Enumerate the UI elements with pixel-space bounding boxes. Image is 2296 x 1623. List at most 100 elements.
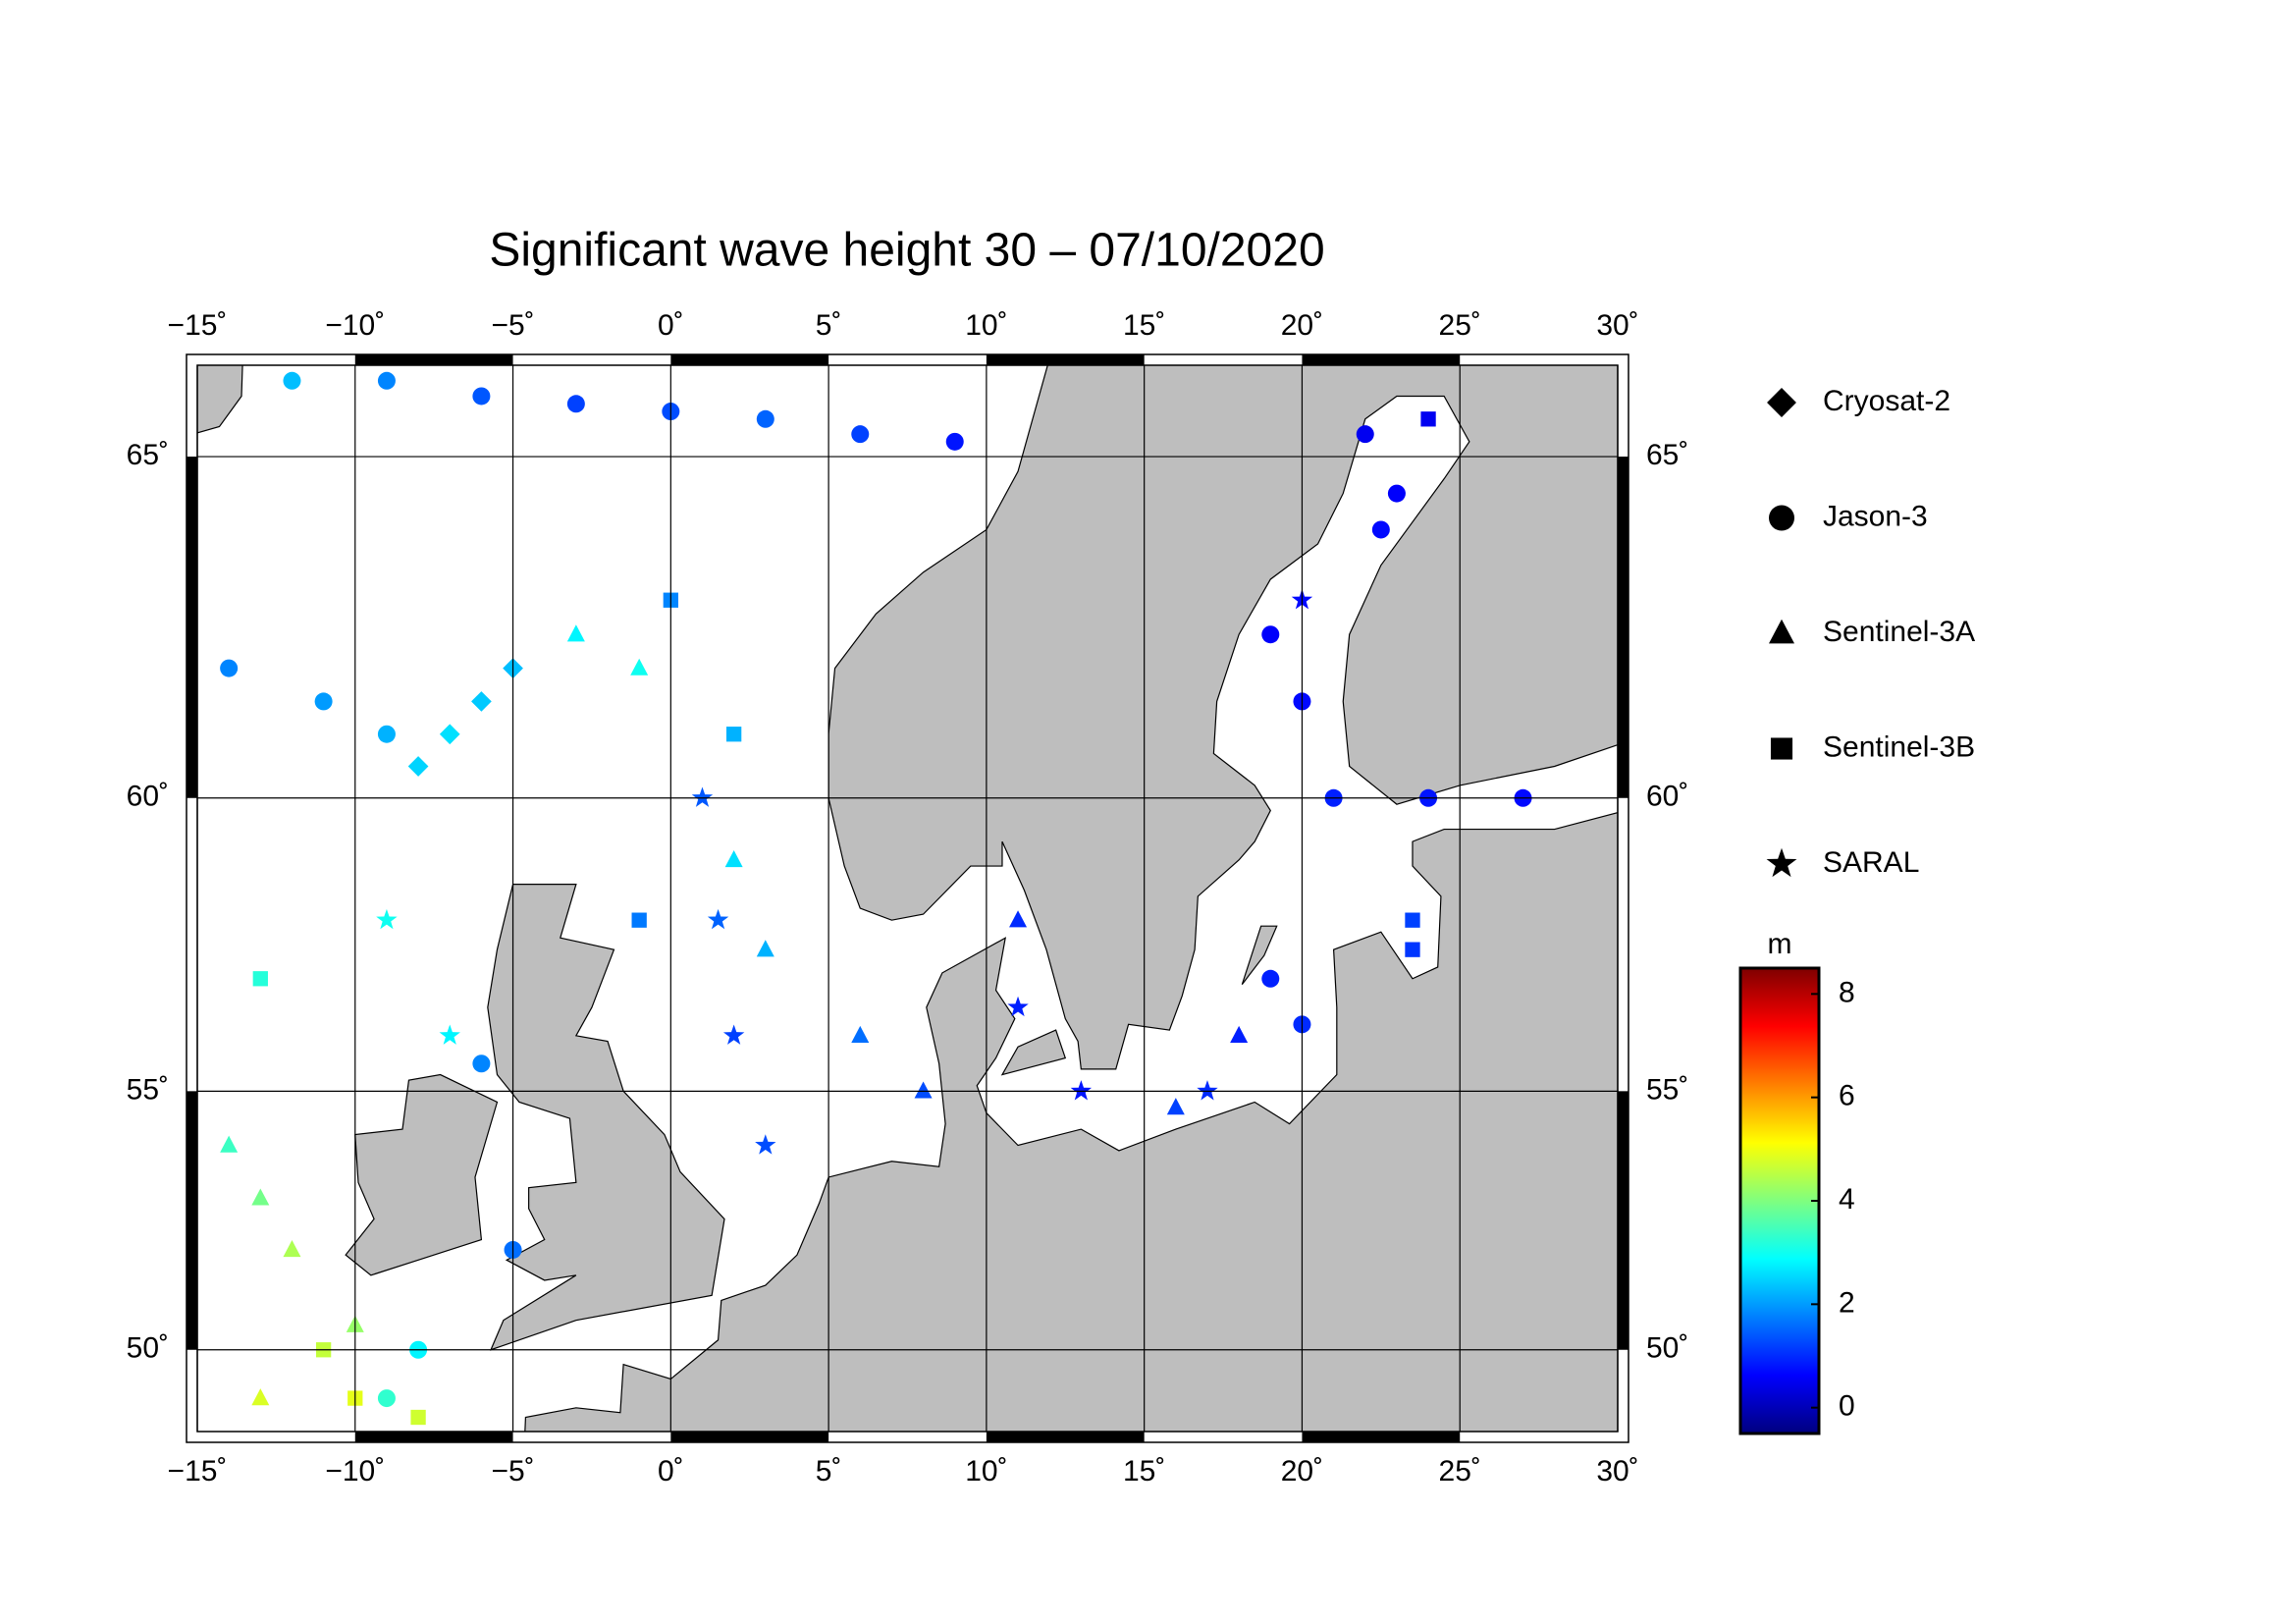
x-tick-label: 5˚ <box>816 1455 842 1488</box>
data-point <box>251 1188 270 1206</box>
data-point <box>722 1024 745 1045</box>
frame-bar <box>670 354 829 365</box>
landmass <box>487 883 725 1351</box>
data-point <box>439 1024 460 1045</box>
data-point <box>1371 520 1390 539</box>
frame-bar <box>1618 457 1629 798</box>
y-tick-label: 60˚ <box>127 781 169 813</box>
y-tick-label: 55˚ <box>127 1073 169 1106</box>
legend-label: Cryosat-2 <box>1823 385 1950 417</box>
data-point <box>724 849 743 868</box>
data-point <box>252 971 268 987</box>
frame-border <box>186 353 1629 1443</box>
data-point <box>1070 1080 1093 1101</box>
map-border <box>196 364 1619 1433</box>
y-tick-label: 55˚ <box>1646 1073 1688 1106</box>
data-point <box>566 395 585 413</box>
data-point <box>1405 942 1420 957</box>
x-tick-label: 0˚ <box>658 309 684 342</box>
y-tick-label: 60˚ <box>1646 781 1688 813</box>
landmass <box>1000 1029 1067 1076</box>
data-point <box>1230 1025 1249 1044</box>
data-point <box>283 371 301 390</box>
data-point <box>566 624 585 642</box>
data-point <box>439 724 460 745</box>
legend-marker <box>1770 737 1793 760</box>
frame-bar <box>354 1432 513 1442</box>
data-point <box>283 1240 301 1258</box>
frame-bar <box>1618 1091 1629 1350</box>
x-tick-label: −5˚ <box>491 309 534 342</box>
data-point <box>691 786 714 807</box>
data-point <box>631 912 647 928</box>
data-point <box>1166 1098 1185 1115</box>
data-point <box>1387 484 1406 503</box>
x-tick-label: −15˚ <box>168 1455 228 1488</box>
legend-marker <box>1769 619 1794 644</box>
data-point <box>472 387 491 406</box>
x-tick-label: 10˚ <box>965 309 1007 342</box>
data-point <box>251 1388 270 1406</box>
land <box>197 365 1618 1432</box>
data-point <box>1356 425 1374 444</box>
frame-bar <box>1302 354 1461 365</box>
data-point <box>755 1134 776 1155</box>
data-point <box>1261 969 1280 988</box>
frame-bar <box>187 457 197 798</box>
y-tick-label: 65˚ <box>127 439 169 471</box>
data-point <box>756 940 774 957</box>
frame-bar <box>986 1432 1145 1442</box>
data-point <box>1261 625 1280 644</box>
x-tick-label: −5˚ <box>491 1455 534 1488</box>
data-point <box>1007 996 1029 1017</box>
x-tick-label: 25˚ <box>1439 1455 1481 1488</box>
colorbar <box>1738 966 1821 1435</box>
legend-label: Sentinel-3B <box>1823 730 1975 763</box>
data-point <box>630 658 649 676</box>
x-tick-label: 20˚ <box>1281 1455 1323 1488</box>
x-tick-label: 30˚ <box>1596 309 1638 342</box>
landmass <box>197 365 243 434</box>
legend-marker <box>1766 847 1797 878</box>
data-point <box>756 409 774 428</box>
x-tick-label: 5˚ <box>816 309 842 342</box>
x-tick-label: −10˚ <box>325 309 385 342</box>
data-point <box>471 691 492 712</box>
data-point <box>707 908 729 930</box>
data-point <box>1420 411 1436 427</box>
data-point <box>407 756 429 777</box>
data-point <box>220 659 239 677</box>
frame-bar <box>187 1091 197 1350</box>
data-point <box>410 1409 426 1426</box>
x-tick-label: 15˚ <box>1123 309 1165 342</box>
y-tick-label: 65˚ <box>1646 439 1688 471</box>
data-point <box>314 692 333 711</box>
legend-label: Sentinel-3A <box>1823 616 1975 648</box>
data-point <box>1405 912 1420 928</box>
data-point <box>377 371 396 390</box>
data-point <box>220 1135 239 1153</box>
x-tick-label: −10˚ <box>325 1455 385 1488</box>
data-point <box>377 1389 396 1408</box>
y-tick-label: 50˚ <box>127 1332 169 1365</box>
frame-bar <box>986 354 1145 365</box>
colorbar-tick-label: 2 <box>1839 1286 1855 1319</box>
colorbar-tick-label: 8 <box>1839 976 1855 1008</box>
data-point <box>914 1081 933 1099</box>
x-tick-label: 20˚ <box>1281 309 1323 342</box>
data-point <box>851 425 870 444</box>
landmass <box>1241 925 1278 986</box>
x-tick-label: 25˚ <box>1439 309 1481 342</box>
legend-label: Jason-3 <box>1823 500 1928 532</box>
data-point <box>725 727 742 742</box>
data-point <box>945 432 964 451</box>
y-tick-label: 50˚ <box>1646 1332 1688 1365</box>
chart-title: Significant wave height 30 – 07/10/2020 <box>489 225 1324 277</box>
x-tick-label: 15˚ <box>1123 1455 1165 1488</box>
data-point <box>472 1055 491 1073</box>
legend-marker <box>1769 505 1794 531</box>
landmass <box>828 365 1618 1070</box>
data-point <box>1009 910 1028 928</box>
